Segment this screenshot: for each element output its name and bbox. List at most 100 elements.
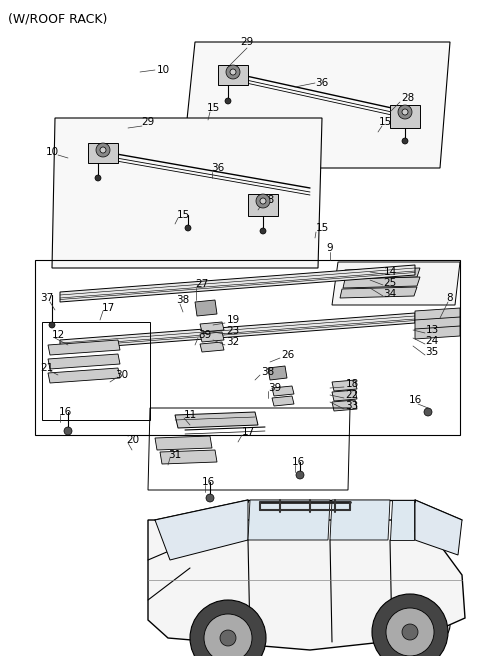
Polygon shape (200, 342, 224, 352)
Text: 15: 15 (176, 210, 190, 220)
Text: 12: 12 (51, 330, 65, 340)
Text: 16: 16 (59, 407, 72, 417)
Circle shape (100, 147, 106, 153)
Polygon shape (248, 194, 278, 216)
Polygon shape (330, 500, 390, 540)
Polygon shape (248, 500, 330, 540)
Polygon shape (195, 300, 217, 316)
Text: 35: 35 (425, 347, 439, 357)
Text: 36: 36 (211, 163, 225, 173)
Polygon shape (175, 412, 258, 428)
Text: 34: 34 (384, 289, 396, 299)
Circle shape (96, 143, 110, 157)
Polygon shape (343, 277, 420, 288)
Polygon shape (272, 386, 294, 396)
Polygon shape (200, 322, 224, 332)
Circle shape (260, 198, 266, 204)
Polygon shape (52, 118, 322, 268)
Polygon shape (155, 436, 212, 450)
Circle shape (402, 624, 418, 640)
Circle shape (256, 194, 270, 208)
Text: 15: 15 (315, 223, 329, 233)
Polygon shape (415, 326, 460, 339)
Text: 39: 39 (268, 383, 282, 393)
Text: 9: 9 (327, 243, 333, 253)
Circle shape (64, 427, 72, 435)
Polygon shape (272, 396, 294, 406)
Text: 37: 37 (40, 293, 54, 303)
Circle shape (398, 105, 412, 119)
Circle shape (95, 175, 101, 181)
Circle shape (372, 594, 448, 656)
Polygon shape (48, 368, 120, 383)
Text: 16: 16 (202, 477, 215, 487)
Circle shape (185, 225, 191, 231)
Text: 17: 17 (241, 427, 254, 437)
Text: 29: 29 (240, 37, 253, 47)
Text: 22: 22 (346, 390, 359, 400)
Text: 18: 18 (346, 379, 359, 389)
Text: 38: 38 (262, 367, 275, 377)
Text: 26: 26 (281, 350, 295, 360)
Text: 28: 28 (262, 195, 275, 205)
Text: 10: 10 (46, 147, 59, 157)
Text: 31: 31 (168, 450, 181, 460)
Circle shape (226, 65, 240, 79)
Text: 28: 28 (401, 93, 415, 103)
Text: 23: 23 (227, 326, 240, 336)
Text: 21: 21 (40, 363, 54, 373)
Text: 36: 36 (315, 78, 329, 88)
Circle shape (220, 630, 236, 646)
Polygon shape (88, 143, 118, 163)
Polygon shape (160, 450, 217, 464)
Text: 16: 16 (291, 457, 305, 467)
Text: 27: 27 (195, 279, 209, 289)
Text: 8: 8 (447, 293, 453, 303)
Text: 38: 38 (176, 295, 190, 305)
Text: (W/ROOF RACK): (W/ROOF RACK) (8, 12, 108, 25)
Text: 19: 19 (227, 315, 240, 325)
Polygon shape (332, 380, 357, 391)
Text: 13: 13 (425, 325, 439, 335)
Circle shape (206, 494, 214, 502)
Text: 29: 29 (142, 117, 155, 127)
Polygon shape (415, 308, 460, 321)
Polygon shape (60, 265, 415, 302)
Polygon shape (340, 287, 417, 298)
Polygon shape (200, 332, 224, 342)
Polygon shape (332, 400, 357, 411)
Text: 11: 11 (183, 410, 197, 420)
Text: 17: 17 (101, 303, 115, 313)
Polygon shape (182, 42, 450, 168)
Circle shape (386, 608, 434, 656)
Polygon shape (390, 500, 414, 540)
Circle shape (424, 408, 432, 416)
Polygon shape (48, 340, 120, 355)
Text: 15: 15 (206, 103, 220, 113)
Polygon shape (155, 500, 248, 560)
Polygon shape (332, 262, 460, 305)
Circle shape (49, 322, 55, 328)
Text: 15: 15 (378, 117, 392, 127)
Text: 32: 32 (227, 337, 240, 347)
Text: 33: 33 (346, 401, 359, 411)
Polygon shape (343, 268, 420, 279)
Polygon shape (332, 390, 357, 401)
Polygon shape (390, 105, 420, 128)
Circle shape (296, 471, 304, 479)
Polygon shape (268, 366, 287, 380)
Circle shape (402, 109, 408, 115)
Text: 30: 30 (115, 370, 129, 380)
Text: 16: 16 (408, 395, 421, 405)
Text: 24: 24 (425, 336, 439, 346)
Text: 10: 10 (156, 65, 169, 75)
Text: 39: 39 (198, 330, 212, 340)
Circle shape (225, 98, 231, 104)
Polygon shape (60, 313, 415, 350)
Polygon shape (48, 354, 120, 369)
Polygon shape (415, 500, 462, 555)
Circle shape (230, 69, 236, 75)
Circle shape (260, 228, 266, 234)
Text: 25: 25 (384, 278, 396, 288)
Circle shape (190, 600, 266, 656)
